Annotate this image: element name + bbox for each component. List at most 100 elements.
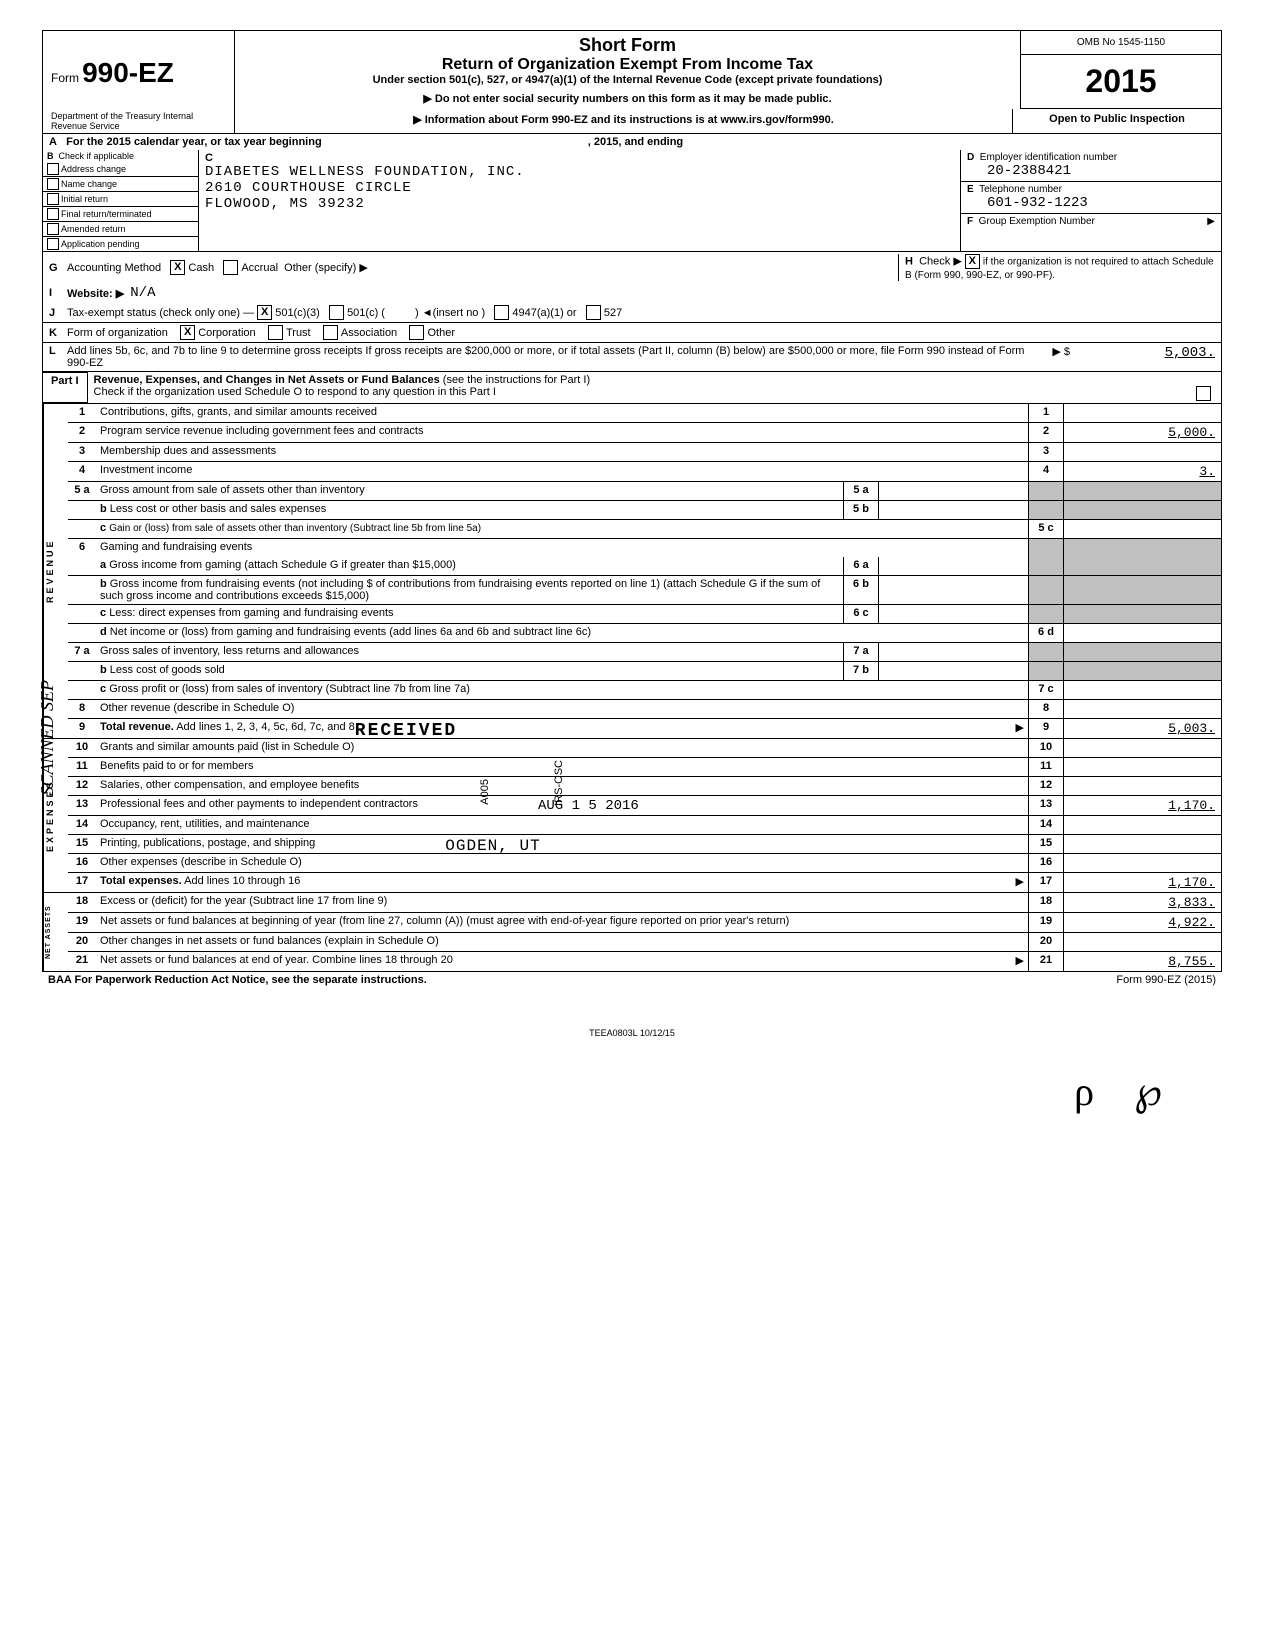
revenue-section: REVENUE 1Contributions, gifts, grants, a…	[42, 404, 1222, 739]
row-a-text: For the 2015 calendar year, or tax year …	[66, 136, 322, 148]
check-if-applicable: Check if applicable	[59, 151, 135, 161]
org-city: FLOWOOD, MS 39232	[205, 196, 954, 212]
line-10-val	[1063, 739, 1221, 757]
line-5a-desc: Gross amount from sale of assets other t…	[96, 482, 843, 500]
col-b: B Check if applicable Address change Nam…	[43, 150, 199, 251]
line-3-desc: Membership dues and assessments	[96, 443, 1028, 461]
line-6-desc: Gaming and fundraising events	[96, 539, 1028, 557]
check-other-org[interactable]	[409, 325, 424, 340]
dept-row: Department of the Treasury Internal Reve…	[42, 109, 1222, 134]
label-j: J	[49, 307, 67, 319]
row-j: J Tax-exempt status (check only one) — X…	[42, 303, 1222, 323]
part1-label: Part I	[43, 372, 88, 403]
line-8-val	[1063, 700, 1221, 718]
check-pending[interactable]: Application pending	[43, 237, 198, 251]
f-arrow: ▶	[1207, 216, 1215, 227]
row-f: F Group Exemption Number ▶	[961, 214, 1221, 229]
return-title: Return of Organization Exempt From Incom…	[243, 56, 1012, 74]
check-address-change[interactable]: Address change	[43, 162, 198, 177]
phone-value: 601-932-1223	[967, 195, 1088, 211]
form-ref: Form 990-EZ (2015)	[1116, 974, 1216, 986]
line-16-val	[1063, 854, 1221, 872]
line-6d-val	[1063, 624, 1221, 642]
received-stamp: RECEIVED	[355, 721, 457, 741]
l-arrow: ▶ $	[1030, 345, 1070, 369]
col-c: C DIABETES WELLNESS FOUNDATION, INC. 261…	[199, 150, 961, 251]
expenses-side-label: EXPENSES	[43, 739, 68, 892]
row-i: I Website: ▶ N/A	[42, 283, 1222, 303]
year-cell: OMB No 1545-1150 2015	[1020, 31, 1221, 109]
ssn-notice: ▶ Do not enter social security numbers o…	[243, 92, 1012, 105]
check-amended[interactable]: Amended return	[43, 222, 198, 237]
initial-mark: ρ ℘	[42, 1068, 1222, 1115]
line-18-val: 3,833.	[1063, 893, 1221, 912]
check-assoc[interactable]	[323, 325, 338, 340]
row-g: G Accounting Method X Cash Accrual Other…	[42, 252, 1222, 283]
line-4-val: 3.	[1063, 462, 1221, 481]
check-501c[interactable]	[329, 305, 344, 320]
line-12-val	[1063, 777, 1221, 795]
part1-title: Revenue, Expenses, and Changes in Net As…	[88, 372, 1221, 403]
line-20-val	[1063, 933, 1221, 951]
check-corp[interactable]: X	[180, 325, 195, 340]
line-2-val: 5,000.	[1063, 423, 1221, 442]
check-name-change[interactable]: Name change	[43, 177, 198, 192]
check-cash[interactable]: X	[170, 260, 185, 275]
label-d: D	[967, 152, 974, 163]
check-final-return[interactable]: Final return/terminated	[43, 207, 198, 222]
ein-value: 20-2388421	[967, 163, 1071, 179]
l-text: Add lines 5b, 6c, and 7b to line 9 to de…	[67, 345, 1030, 369]
line-7b-desc: b Less cost of goods sold	[96, 662, 843, 680]
f-text: Group Exemption Number	[979, 216, 1095, 227]
line-17-desc: Total expenses. Add lines 10 through 16▶	[96, 873, 1028, 892]
line-21-desc: Net assets or fund balances at end of ye…	[96, 952, 1028, 971]
form-990ez: SCANNED SEP Form 990-EZ Short Form Retur…	[42, 30, 1222, 1115]
label-b: B	[47, 151, 54, 161]
k-text: Form of organization	[67, 327, 168, 339]
col-def: D Employer identification number 20-2388…	[961, 150, 1221, 251]
row-l: L Add lines 5b, 6c, and 7b to line 9 to …	[42, 343, 1222, 372]
line-3-val	[1063, 443, 1221, 461]
row-a: A For the 2015 calendar year, or tax yea…	[42, 134, 1222, 150]
open-inspection: Open to Public Inspection	[1012, 109, 1221, 133]
line-5c-val	[1063, 520, 1221, 538]
line-6d-desc: d Net income or (loss) from gaming and f…	[96, 624, 1028, 642]
form-prefix: Form	[51, 71, 79, 85]
line-10-desc: Grants and similar amounts paid (list in…	[96, 739, 1028, 757]
check-schedule-o[interactable]	[1196, 386, 1211, 401]
org-name: DIABETES WELLNESS FOUNDATION, INC.	[205, 164, 954, 180]
expenses-section: EXPENSES 10Grants and similar amounts pa…	[42, 739, 1222, 893]
tax-year: 2015	[1021, 55, 1221, 109]
line-1-desc: Contributions, gifts, grants, and simila…	[96, 404, 1028, 422]
d-text: Employer identification number	[980, 152, 1117, 163]
check-h[interactable]: X	[965, 254, 980, 269]
check-initial-return[interactable]: Initial return	[43, 192, 198, 207]
check-accrual[interactable]	[223, 260, 238, 275]
check-527[interactable]	[586, 305, 601, 320]
location-stamp: OGDEN, UT	[445, 837, 540, 855]
footer: BAA For Paperwork Reduction Act Notice, …	[42, 972, 1222, 988]
check-501c3[interactable]: X	[257, 305, 272, 320]
line-4-desc: Investment income	[96, 462, 1028, 481]
line-11-desc: Benefits paid to or for membersIRS-OSC	[96, 758, 1028, 776]
label-f: F	[967, 216, 973, 227]
label-l: L	[49, 345, 67, 369]
part1-check-text: Check if the organization used Schedule …	[94, 386, 496, 398]
line-7c-val	[1063, 681, 1221, 699]
line-13-desc: Professional fees and other payments to …	[96, 796, 1028, 815]
line-14-desc: Occupancy, rent, utilities, and maintena…	[96, 816, 1028, 834]
line-11-val	[1063, 758, 1221, 776]
check-trust[interactable]	[268, 325, 283, 340]
form-number-cell: Form 990-EZ	[43, 31, 235, 109]
line-14-val	[1063, 816, 1221, 834]
line-18-desc: Excess or (deficit) for the year (Subtra…	[96, 893, 1028, 912]
check-4947[interactable]	[494, 305, 509, 320]
line-16-desc: Other expenses (describe in Schedule O)	[96, 854, 1028, 872]
line-9-desc: Total revenue. Add lines 1, 2, 3, 4, 5c,…	[96, 719, 1028, 738]
form-title-cell: Short Form Return of Organization Exempt…	[235, 31, 1020, 109]
footer-code: TEEA0803L 10/12/15	[42, 1028, 1222, 1038]
j-text: Tax-exempt status (check only one) —	[67, 307, 254, 319]
line-7c-desc: c Gross profit or (loss) from sales of i…	[96, 681, 1028, 699]
label-e: E	[967, 184, 974, 195]
row-e: E Telephone number 601-932-1223	[961, 182, 1221, 214]
